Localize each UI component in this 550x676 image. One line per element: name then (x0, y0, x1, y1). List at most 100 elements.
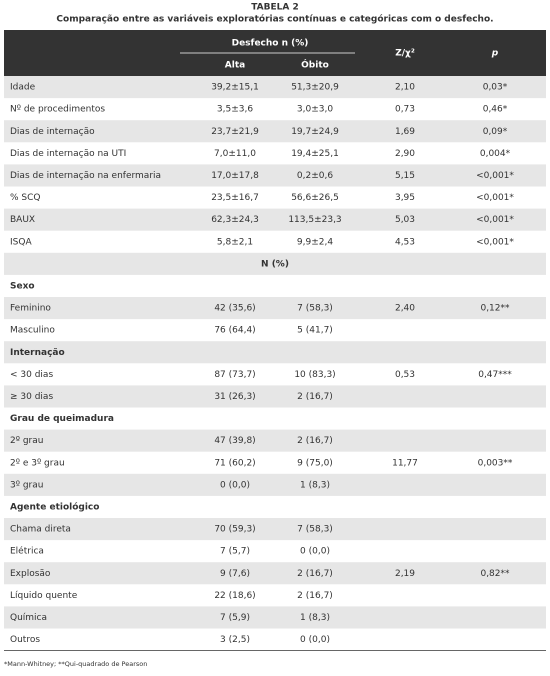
cell: 0,004* (480, 149, 511, 159)
cell: 0,46* (483, 105, 508, 115)
cell: 9 (7,6) (220, 569, 250, 579)
cell: 42 (35,6) (214, 304, 255, 314)
cell: 1,69 (395, 127, 415, 137)
cell: 87 (73,7) (214, 370, 255, 380)
cell: 17,0±17,8 (211, 171, 259, 181)
group-header: Desfecho n (%) (232, 39, 309, 49)
col-header: Óbito (301, 59, 329, 71)
cell: <0,001* (476, 171, 514, 181)
cell: <0,001* (476, 193, 514, 203)
cell: <0,001* (476, 215, 514, 225)
row-label: Feminino (10, 304, 51, 314)
cell: 5 (41,7) (297, 326, 333, 336)
cell: 113,5±23,3 (288, 215, 341, 225)
cell: 47 (39,8) (214, 436, 255, 446)
row-label: 2º e 3º grau (10, 458, 65, 468)
row-label: Dias de internação na enfermaria (10, 171, 161, 181)
row-shade (4, 518, 546, 541)
cell: 3,95 (395, 193, 415, 203)
row-shade (4, 120, 546, 143)
row-label: Elétrica (10, 546, 44, 557)
cell: 31 (26,3) (214, 392, 255, 402)
row-label: Chama direta (10, 525, 71, 535)
cell: 0 (0,0) (220, 480, 250, 490)
cell: 76 (64,4) (214, 326, 255, 336)
table-title: TABELA 2 (251, 3, 299, 13)
cell: 0,73 (395, 105, 415, 115)
cell: 0,53 (395, 370, 415, 380)
row-label: Dias de internação na UTI (10, 149, 126, 159)
row-label: Idade (10, 83, 36, 93)
cell: 0,003** (478, 458, 513, 468)
col-header: Z/χ² (395, 49, 415, 59)
cell: 7 (5,7) (220, 547, 250, 557)
row-shade (4, 473, 546, 496)
row-shade (4, 76, 546, 99)
cell: 23,5±16,7 (211, 193, 259, 203)
cell: 7,0±11,0 (214, 149, 256, 159)
cell: 1 (8,3) (300, 480, 330, 490)
row-label: Dias de internação (10, 127, 95, 137)
cell: 9,9±2,4 (297, 237, 333, 247)
cell: 7 (5,9) (220, 613, 250, 623)
cell: 4,53 (395, 237, 415, 247)
subheader: N (%) (261, 259, 289, 269)
row-shade (4, 208, 546, 231)
row-label: ≥ 30 dias (10, 392, 53, 402)
cell: 5,8±2,1 (217, 237, 253, 247)
cell: 7 (58,3) (297, 304, 333, 314)
row-label: % SCQ (10, 193, 41, 203)
row-label: BAUX (10, 215, 35, 225)
row-label: Masculino (10, 326, 55, 336)
section-title: Agente etiológico (10, 501, 99, 512)
cell: 2 (16,7) (297, 569, 333, 579)
cell: 5,15 (395, 171, 415, 181)
row-shade (4, 385, 546, 408)
row-shade (4, 562, 546, 585)
col-header: p (491, 49, 499, 59)
cell: 51,3±20,9 (291, 83, 339, 93)
col-header: Alta (225, 61, 245, 71)
cell: 2,19 (395, 569, 415, 579)
cell: 3 (2,5) (220, 635, 250, 645)
cell: 5,03 (395, 215, 415, 225)
cell: 1 (8,3) (300, 613, 330, 623)
footnote: *Mann-Whitney; **Qui-quadrado de Pearson (4, 660, 147, 668)
cell: 56,6±26,5 (291, 193, 339, 203)
cell: 3,5±3,6 (217, 105, 253, 115)
cell: 2,40 (395, 304, 415, 314)
cell: 2 (16,7) (297, 591, 333, 601)
cell: 19,7±24,9 (291, 127, 339, 137)
cell: 0,12** (480, 304, 510, 314)
cell: 71 (60,2) (214, 458, 255, 468)
row-shade (4, 297, 546, 320)
row-shade (4, 606, 546, 629)
cell: 22 (18,6) (214, 591, 255, 601)
row-shade (4, 252, 546, 275)
cell: 2 (16,7) (297, 436, 333, 446)
row-shade (4, 429, 546, 452)
cell: 0,2±0,6 (297, 171, 333, 181)
cell: 23,7±21,9 (211, 127, 259, 137)
cell: 10 (83,3) (294, 370, 335, 380)
row-label: Explosão (10, 569, 51, 579)
cell: 2 (16,7) (297, 392, 333, 402)
cell: 0,09* (483, 127, 508, 137)
row-label: Líquido quente (10, 591, 78, 601)
cell: 70 (59,3) (214, 525, 255, 535)
cell: 62,3±24,3 (211, 215, 259, 225)
cell: 2,90 (395, 149, 415, 159)
cell: 0 (0,0) (300, 547, 330, 557)
cell: 0,47*** (478, 370, 512, 380)
row-label: 3º grau (10, 480, 43, 490)
cell: 0,03* (483, 83, 508, 93)
cell: 11,77 (392, 458, 418, 468)
table-subtitle: Comparação entre as variáveis exploratór… (56, 14, 493, 25)
section-title: Sexo (10, 281, 35, 291)
cell: 7 (58,3) (297, 525, 333, 535)
cell: 0,82** (480, 569, 510, 579)
row-label: Química (10, 613, 47, 623)
row-label: < 30 dias (10, 370, 53, 380)
row-shade (4, 164, 546, 187)
